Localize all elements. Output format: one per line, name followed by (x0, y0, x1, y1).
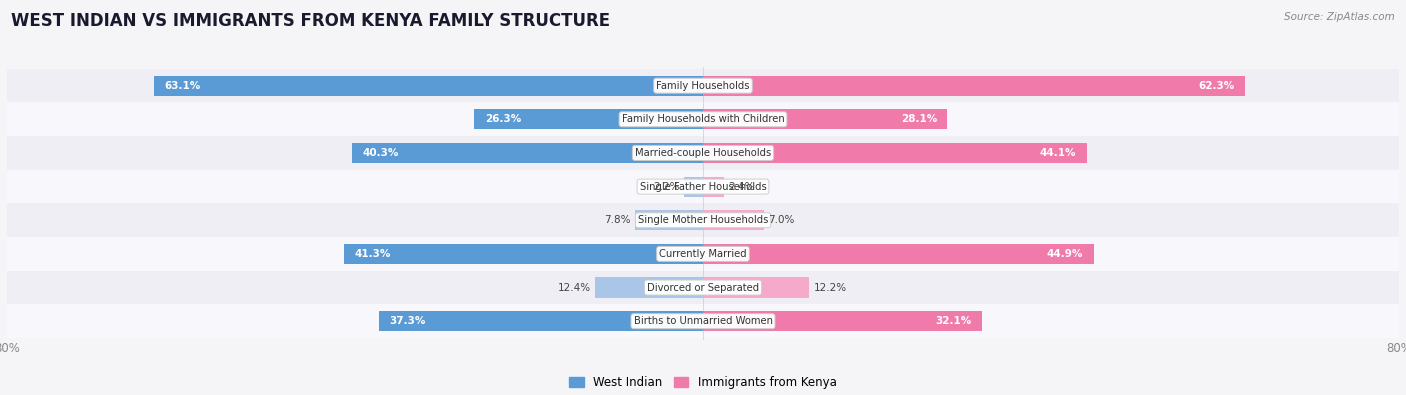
Bar (703, 244, 1094, 264)
Text: Source: ZipAtlas.com: Source: ZipAtlas.com (1284, 12, 1395, 22)
Bar (683, 177, 703, 197)
Text: Currently Married: Currently Married (659, 249, 747, 259)
Bar (703, 177, 724, 197)
Text: Births to Unmarried Women: Births to Unmarried Women (634, 316, 772, 326)
Text: Family Households: Family Households (657, 81, 749, 91)
Bar (353, 143, 703, 163)
Bar (7, 237, 1399, 271)
Bar (7, 102, 1399, 136)
Bar (155, 75, 703, 96)
Bar (378, 311, 703, 331)
Bar (7, 69, 1399, 102)
Text: 40.3%: 40.3% (363, 148, 399, 158)
Bar (703, 277, 808, 298)
Text: 12.2%: 12.2% (814, 282, 846, 293)
Text: Single Mother Households: Single Mother Households (638, 215, 768, 225)
Text: 2.2%: 2.2% (652, 182, 679, 192)
Bar (7, 203, 1399, 237)
Bar (703, 75, 1244, 96)
Text: Family Households with Children: Family Households with Children (621, 114, 785, 124)
Text: 28.1%: 28.1% (901, 114, 936, 124)
Bar (703, 210, 763, 230)
Text: 32.1%: 32.1% (935, 316, 972, 326)
Text: 44.9%: 44.9% (1047, 249, 1083, 259)
Bar (636, 210, 703, 230)
Text: 37.3%: 37.3% (389, 316, 426, 326)
Text: 7.8%: 7.8% (605, 215, 631, 225)
Text: Married-couple Households: Married-couple Households (636, 148, 770, 158)
Text: 12.4%: 12.4% (558, 282, 591, 293)
Bar (703, 311, 983, 331)
Text: 26.3%: 26.3% (485, 114, 520, 124)
Bar (7, 136, 1399, 170)
Text: 41.3%: 41.3% (354, 249, 391, 259)
Text: 63.1%: 63.1% (165, 81, 201, 91)
Bar (7, 271, 1399, 305)
Bar (474, 109, 703, 130)
Text: Divorced or Separated: Divorced or Separated (647, 282, 759, 293)
Bar (343, 244, 703, 264)
Text: 7.0%: 7.0% (768, 215, 794, 225)
Bar (595, 277, 703, 298)
Text: 44.1%: 44.1% (1039, 148, 1076, 158)
Legend: West Indian, Immigrants from Kenya: West Indian, Immigrants from Kenya (565, 371, 841, 394)
Text: WEST INDIAN VS IMMIGRANTS FROM KENYA FAMILY STRUCTURE: WEST INDIAN VS IMMIGRANTS FROM KENYA FAM… (11, 12, 610, 30)
Text: Single Father Households: Single Father Households (640, 182, 766, 192)
Bar (703, 143, 1087, 163)
Bar (703, 109, 948, 130)
Bar (7, 305, 1399, 338)
Bar (7, 170, 1399, 203)
Text: 62.3%: 62.3% (1198, 81, 1234, 91)
Text: 2.4%: 2.4% (728, 182, 755, 192)
